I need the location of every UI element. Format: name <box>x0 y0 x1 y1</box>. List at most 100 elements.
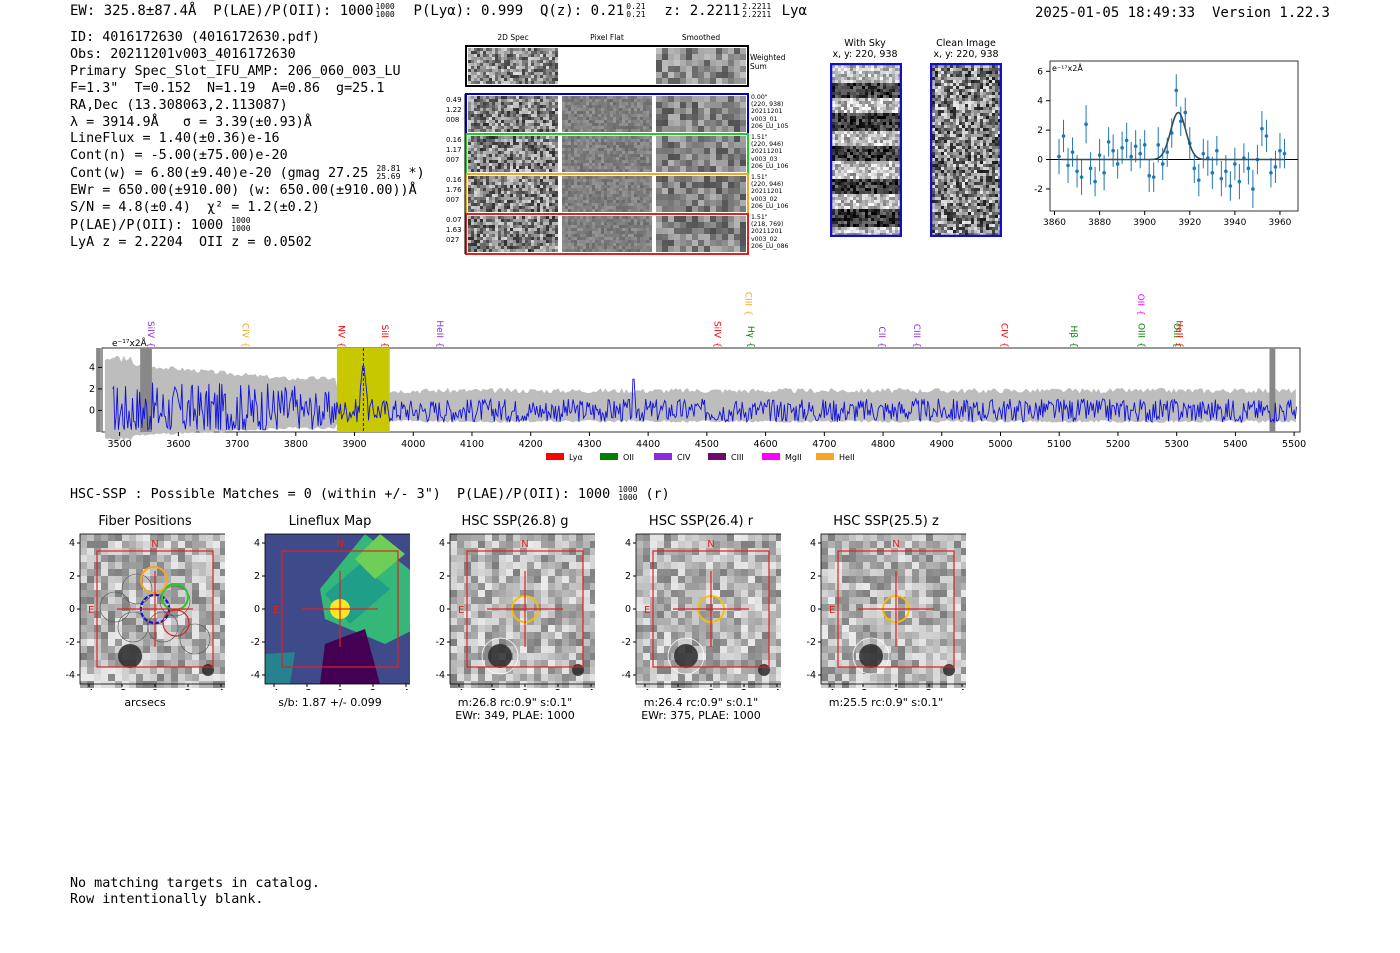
stamp-caption-2: EWr: 349, PLAE: 1000 <box>455 709 575 722</box>
row-stat: 007 <box>446 196 460 204</box>
row-meta: v003_02 <box>751 195 778 203</box>
y-tick-label: 2 <box>1037 126 1043 136</box>
cutout-flat-3 <box>562 216 652 252</box>
data-point <box>1075 169 1079 174</box>
data-point <box>1251 187 1255 191</box>
data-point <box>1115 162 1120 166</box>
north-label: N <box>707 539 714 550</box>
line-bracket: { <box>1068 342 1078 348</box>
line-label: OIII <box>1171 323 1181 338</box>
qz-frac-bot: 0.21 <box>626 10 646 19</box>
y-tick-label: 4 <box>1037 97 1043 107</box>
hsc-suffix: (r) <box>637 487 670 502</box>
line-label: CIV <box>999 323 1009 339</box>
data-point <box>1282 151 1287 156</box>
x-tick-label: 3860 <box>1043 218 1066 228</box>
data-point <box>1106 140 1111 144</box>
search-box <box>837 550 955 668</box>
data-point <box>1246 166 1251 171</box>
line-bracket: { <box>1135 310 1145 316</box>
x-tick-label: 4100 <box>460 439 484 450</box>
line-label: SiII <box>379 324 389 338</box>
stamp-2: N E -4 -4 -2 -2 0 0 2 2 4 4 <box>436 533 595 690</box>
line-label: CIII <box>743 292 753 306</box>
stamp-x-tick: 2 <box>555 688 561 690</box>
z-frac-top: 2.2211 <box>742 2 772 11</box>
stamp-title: HSC SSP(26.4) r <box>648 514 754 529</box>
data-point <box>1156 143 1161 147</box>
row-meta: 20211201 <box>751 108 783 116</box>
x-tick-label: 4600 <box>754 439 778 450</box>
search-box <box>96 550 214 668</box>
line-bracket: { <box>999 342 1009 348</box>
stamp-3: N E -4 -4 -2 -2 0 0 2 2 4 4 <box>622 533 781 690</box>
summary-header: EW: 325.8±87.4Å P(LAE)/P(OII): 1000 1000 1… <box>70 2 807 20</box>
cutout-2d-0 <box>468 96 558 132</box>
data-point <box>1233 162 1237 166</box>
data-point <box>1129 154 1133 159</box>
cutout-smooth-3 <box>656 216 746 252</box>
gmag-bot: 25.69 <box>376 172 401 182</box>
stamp-x-tick: 2 <box>741 688 747 690</box>
stamp-x-tick: -4 <box>640 688 649 690</box>
y-tick-label: -2 <box>1034 185 1043 195</box>
cutout-panel <box>464 45 749 255</box>
row-meta: (220, 946) <box>751 141 784 149</box>
col-title-smoothed: Smoothed <box>681 33 721 42</box>
legend-swatch <box>600 453 618 460</box>
legend-swatch <box>546 453 564 460</box>
plya-text: P(Lyα): 0.999 Q(z): 0.21 <box>396 3 625 19</box>
data-point <box>1192 166 1197 171</box>
line-bracket: { <box>336 342 346 348</box>
data-point <box>1215 148 1219 153</box>
line-label: Hγ <box>745 326 755 339</box>
stamp-x-tick: 4 <box>218 688 224 690</box>
zoom-plot-frame <box>1049 60 1299 212</box>
stamp-x-tick: 2 <box>185 688 191 690</box>
legend-label: CIII <box>731 453 744 462</box>
line-label: HeII <box>434 320 444 338</box>
z-text: z: 2.2211 <box>647 3 741 19</box>
stamp-y-tick: -4 <box>436 670 445 681</box>
stamp-y-tick: 0 <box>439 604 445 615</box>
data-point <box>1124 138 1129 143</box>
zoom-unit-label: e⁻¹⁷x2Å <box>1052 62 1083 73</box>
clean-image <box>930 63 1002 237</box>
info-contw: Cont(w) = 6.80(±9.40)e-20 (gmag 27.25 28… <box>70 165 425 183</box>
noise-envelope <box>104 355 1296 441</box>
row-stat: 1.76 <box>446 186 462 194</box>
cutout-2d-3 <box>468 216 558 252</box>
row-stat: 0.16 <box>446 136 462 144</box>
footer-line-1: No matching targets in catalog. <box>70 876 320 891</box>
data-point <box>1070 150 1075 154</box>
plae-bot: 1000 <box>231 223 251 233</box>
line-bracket: { <box>745 342 755 348</box>
row-meta: 0.00" <box>751 94 768 101</box>
east-label: E <box>644 605 650 616</box>
ew-frac-top: 1000 <box>375 2 395 11</box>
cutout-row-meta-3: 1.51" (218, 769) 20211201 v003_02 206_LU_086 <box>751 214 788 250</box>
info-contn: Cont(n) = -5.00(±75.00)e-20 <box>70 148 288 164</box>
stamp-y-tick: 2 <box>625 571 631 582</box>
stamp-x-tick: 0 <box>522 688 528 690</box>
cutout-2d-2 <box>468 176 558 212</box>
hsc-frac-top: 1000 <box>618 485 638 494</box>
stamp-x-tick: -2 <box>117 688 126 690</box>
data-point <box>1160 162 1165 166</box>
spectrum-line <box>112 365 1297 431</box>
stamp-x-tick: -2 <box>673 688 682 690</box>
east-label: E <box>273 605 279 616</box>
cutout-row-stats-1: 0.16 1.17 007 <box>446 135 462 165</box>
data-point <box>1133 144 1138 149</box>
stamp-y-tick: 2 <box>439 571 445 582</box>
stamp-title: Fiber Positions <box>98 514 192 529</box>
datetime-text: 2025-01-05 18:49:33 <box>1034 5 1196 21</box>
x-tick-label: 4300 <box>577 439 601 450</box>
stamp-caption: m:26.4 rc:0.9" s:0.1" EWr: 375, PLAE: 100… <box>626 696 776 722</box>
info-id: ID: 4016172630 (4016172630.pdf) <box>70 30 320 45</box>
stamp-caption-1: m:26.8 rc:0.9" s:0.1" <box>457 696 573 709</box>
stamp-x-tick: 0 <box>152 688 158 690</box>
x-tick-label: 3920 <box>1178 218 1201 228</box>
cutout-row-meta-0: 0.00" (220, 938) 20211201 v003_01 206_LU_105 <box>751 94 788 130</box>
z-frac-bot: 2.2211 <box>742 10 772 19</box>
